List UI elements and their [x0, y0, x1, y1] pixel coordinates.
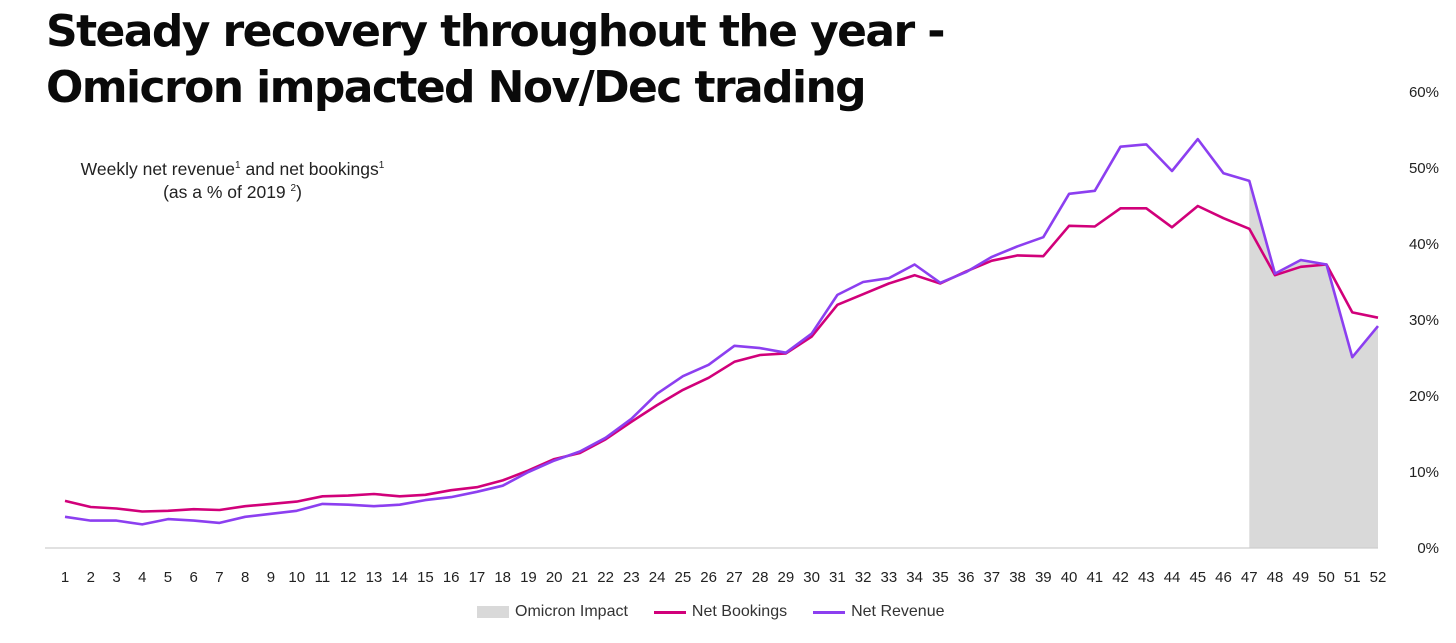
- x-tick-label: 34: [906, 569, 923, 586]
- page-title: Steady recovery throughout the year - Om…: [46, 4, 946, 116]
- y-tick-label: 0%: [1417, 540, 1439, 557]
- legend-label: Omicron Impact: [515, 603, 628, 620]
- footnote-marker: 2: [290, 183, 297, 195]
- x-tick-label: 3: [112, 569, 120, 586]
- y-tick-label: 20%: [1409, 388, 1439, 405]
- x-tick-label: 20: [546, 569, 563, 586]
- legend-swatch: [813, 610, 846, 614]
- x-tick-label: 25: [675, 569, 692, 586]
- x-tick-label: 29: [778, 569, 795, 586]
- legend-item-net-bookings: Net Bookings: [653, 603, 788, 621]
- x-tick-label: 31: [829, 569, 846, 586]
- subtitle-text-b: and net bookings: [240, 159, 379, 179]
- x-tick-label: 40: [1061, 569, 1078, 586]
- x-tick-label: 44: [1164, 569, 1181, 586]
- x-tick-label: 22: [597, 569, 614, 586]
- y-tick-label: 40%: [1409, 236, 1439, 253]
- x-tick-label: 19: [520, 569, 537, 586]
- chart-legend: Omicron Impact Net Bookings Net Revenue: [477, 603, 970, 621]
- x-tick-label: 21: [572, 569, 589, 586]
- x-tick-label: 2: [87, 569, 95, 586]
- footnote-marker: 1: [378, 160, 385, 172]
- x-tick-label: 35: [932, 569, 949, 586]
- x-tick-label: 47: [1241, 569, 1258, 586]
- x-tick-label: 27: [726, 569, 743, 586]
- subtitle-line-2: (as a % of 2019 2): [40, 181, 425, 204]
- x-tick-label: 43: [1138, 569, 1155, 586]
- x-tick-label: 50: [1318, 569, 1335, 586]
- legend-label: Net Revenue: [851, 603, 945, 620]
- subtitle-line-1: Weekly net revenue1 and net bookings1: [40, 158, 425, 181]
- x-tick-label: 17: [469, 569, 486, 586]
- x-tick-label: 39: [1035, 569, 1052, 586]
- x-tick-label: 10: [288, 569, 305, 586]
- x-tick-label: 28: [752, 569, 769, 586]
- subtitle-text-c: (as a % of 2019: [163, 182, 291, 202]
- legend-label: Net Bookings: [691, 603, 788, 620]
- x-tick-label: 52: [1370, 569, 1387, 586]
- x-tick-label: 37: [983, 569, 1000, 586]
- x-tick-label: 48: [1267, 569, 1284, 586]
- x-tick-label: 32: [855, 569, 872, 586]
- x-tick-label: 24: [649, 569, 666, 586]
- subtitle-text-a: Weekly net revenue: [80, 159, 236, 179]
- legend-item-omicron-impact: Omicron Impact: [477, 603, 628, 621]
- x-tick-label: 14: [391, 569, 408, 586]
- omicron-impact-region: [1249, 180, 1378, 549]
- y-tick-label: 60%: [1409, 84, 1439, 101]
- x-tick-label: 42: [1112, 569, 1129, 586]
- x-tick-label: 7: [215, 569, 223, 586]
- x-tick-label: 30: [803, 569, 820, 586]
- series-lines: [64, 137, 1380, 526]
- y-tick-label: 10%: [1409, 464, 1439, 481]
- series-line-net-bookings: [64, 204, 1379, 513]
- x-tick-label: 12: [340, 569, 357, 586]
- legend-swatch: [477, 606, 509, 618]
- x-tick-label: 5: [164, 569, 172, 586]
- x-tick-label: 8: [241, 569, 249, 586]
- x-tick-label: 13: [366, 569, 383, 586]
- chart-subtitle: Weekly net revenue1 and net bookings1 (a…: [40, 158, 425, 204]
- x-axis: 1 2 3 4 5 6 7 8 9 10 11 12 13 14 15 16 17 18 19 20 21 22 23 24 2…: [61, 569, 1387, 586]
- series-line-net-revenue: [64, 137, 1380, 526]
- x-tick-label: 18: [494, 569, 511, 586]
- x-tick-label: 41: [1086, 569, 1103, 586]
- x-tick-label: 36: [958, 569, 975, 586]
- x-tick-label: 15: [417, 569, 434, 586]
- x-tick-label: 23: [623, 569, 640, 586]
- x-tick-label: 45: [1189, 569, 1206, 586]
- x-tick-label: 26: [700, 569, 717, 586]
- line-chart: 0%10%20%30%40%50%60% 1 2 3 4 5 6 7 8 9 10 11 12 13 14…: [45, 84, 1439, 586]
- legend-swatch: [653, 610, 686, 614]
- x-tick-label: 4: [138, 569, 146, 586]
- x-tick-label: 9: [267, 569, 275, 586]
- legend-item-net-revenue: Net Revenue: [813, 603, 944, 621]
- x-tick-label: 16: [443, 569, 460, 586]
- subtitle-text-d: ): [296, 182, 302, 202]
- y-axis: 0% 10% 20% 30% 40% 50% 60%: [1409, 84, 1439, 557]
- omicron-impact-area: [1249, 180, 1378, 549]
- x-tick-label: 33: [880, 569, 897, 586]
- footnote-marker: 1: [235, 160, 241, 172]
- x-tick-label: 11: [315, 569, 331, 586]
- x-tick-label: 49: [1292, 569, 1309, 586]
- title-line-2: Omicron impacted Nov/Dec trading: [46, 62, 867, 113]
- y-tick-label: 30%: [1409, 312, 1439, 329]
- title-line-1: Steady recovery throughout the year -: [46, 6, 946, 57]
- x-tick-label: 51: [1344, 569, 1361, 586]
- y-tick-label: 50%: [1409, 160, 1439, 177]
- x-tick-label: 1: [61, 569, 69, 586]
- x-tick-label: 46: [1215, 569, 1232, 586]
- x-tick-label: 6: [190, 569, 198, 586]
- x-tick-label: 38: [1009, 569, 1026, 586]
